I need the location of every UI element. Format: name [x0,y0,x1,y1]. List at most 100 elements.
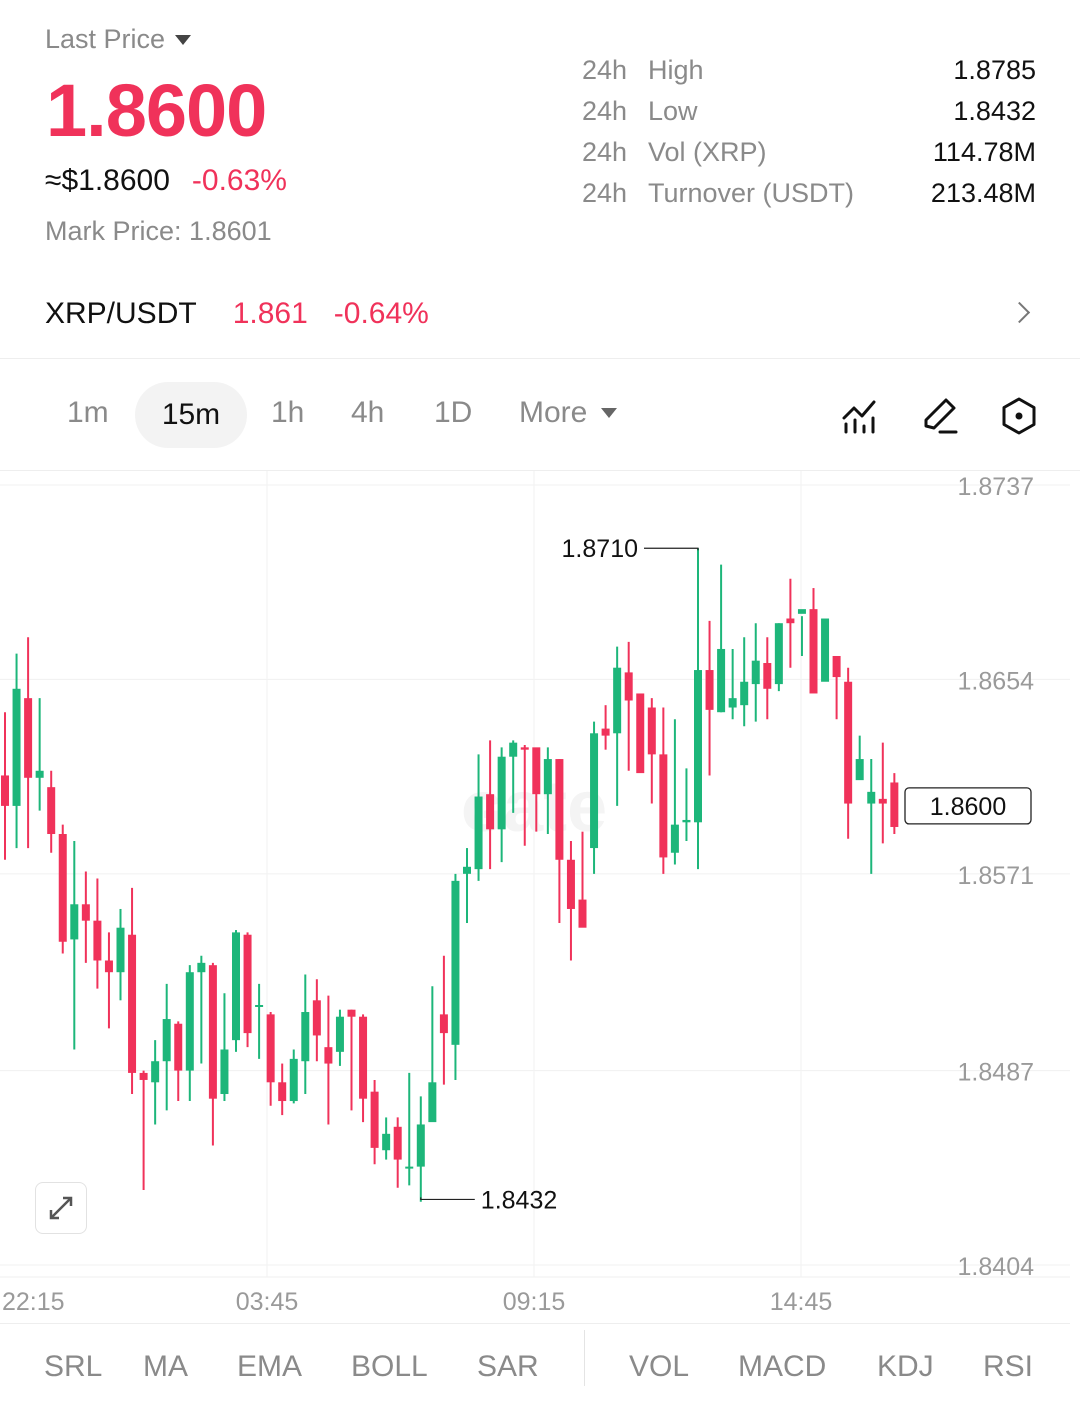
stat-value: 1.8432 [953,96,1036,126]
tab-1d[interactable]: 1D [434,396,473,429]
high-marker-line [644,547,699,551]
candle-body [774,623,783,685]
candle-body [486,794,495,830]
candle-body [855,759,864,781]
candle-body [162,1019,171,1062]
tab-1m[interactable]: 1m [67,396,109,429]
chart-indicator-icon[interactable] [840,396,880,436]
fullscreen-button[interactable] [35,1182,87,1234]
hexagon-settings-icon[interactable] [999,396,1039,436]
candle-body [497,756,506,830]
stat-label: Vol (XRP) [648,137,767,167]
low-marker-line [420,1197,475,1201]
pair-symbol: XRP/USDT [45,297,197,330]
x-tick-label: 22:15 [2,1288,65,1316]
candle-body [116,927,125,973]
indicator-kdj[interactable]: KDJ [877,1350,934,1383]
divider [0,358,1080,359]
y-tick-label: 1.8487 [958,1059,1034,1087]
candle-body [35,770,44,778]
candle-body [58,834,67,942]
candle-body [220,1049,229,1095]
usd-price: ≈$1.8600 [45,164,170,197]
candle-body [670,824,679,853]
last-price-selector[interactable]: Last Price [45,24,192,55]
candlestick-chart[interactable]: ɢate 1.87371.86541.85711.84871.840422:15… [0,471,1080,1323]
indicator-ema[interactable]: EMA [237,1350,303,1383]
stat-period: 24h [582,55,628,85]
candle-body [659,754,668,858]
y-tick-label: 1.8654 [958,667,1035,695]
tab-1h[interactable]: 1h [271,396,305,429]
candle-body [197,962,206,973]
candle-body [324,1047,333,1064]
candle-body [797,609,806,614]
indicator-sar[interactable]: SAR [477,1350,539,1383]
divider [0,1323,1070,1324]
tab-4h[interactable]: 4h [351,396,385,429]
x-tick-label: 03:45 [236,1288,299,1316]
mark-price-value: 1.8601 [189,216,272,246]
candle-body [717,648,726,713]
candle-body [867,791,876,804]
candle-body [405,1166,414,1169]
candle-body [266,1014,275,1083]
candle-body [47,787,56,835]
stat-value: 1.8785 [953,55,1036,85]
candle-body [93,920,102,961]
stat-period: 24h [582,137,628,167]
candle-body [301,1012,310,1062]
tab-15m[interactable]: 15m [135,382,247,448]
tab-more-label: More [519,396,588,429]
candle-body [740,681,749,706]
candle-body [555,759,564,860]
stat-value: 114.78M [932,137,1036,167]
caret-down-icon [175,34,192,45]
indicator-boll[interactable]: BOLL [351,1350,428,1383]
stat-24h-low: 24h Low 1.8432 [582,96,1036,127]
indicator-rsi[interactable]: RSI [983,1350,1034,1383]
expand-icon [49,1196,73,1220]
chevron-right-icon[interactable] [1008,301,1031,324]
stat-24h-volume: 24h Vol (XRP) 114.78M [582,137,1036,168]
candle-body [832,655,841,678]
pencil-icon[interactable] [920,396,960,436]
last-price-tag-label: 1.8600 [930,793,1006,821]
candle-body [439,1014,448,1034]
y-tick-label: 1.8571 [958,862,1034,890]
candle-body [24,698,33,778]
last-price-tag [904,787,1032,825]
candle-body [232,932,240,1041]
candle-body [139,1072,148,1080]
stat-label: High [648,55,704,85]
tab-more[interactable]: More [519,396,618,430]
candle-body [393,1126,402,1160]
low-marker-label: 1.8432 [481,1186,557,1214]
usd-price-row: ≈$1.8600 -0.63% [45,164,287,198]
candle-body [243,934,252,1034]
stat-value: 213.48M [930,178,1036,208]
candle-body [474,796,483,870]
candle-body [359,1016,368,1099]
indicator-vol[interactable]: VOL [629,1350,690,1383]
candle-body [578,899,587,928]
spot-pair-link[interactable]: XRP/USDT 1.861 -0.64% [45,297,429,331]
x-tick-label: 09:15 [503,1288,566,1316]
candle-body [786,618,795,624]
candle-body [890,782,899,827]
candle-body [532,747,541,795]
stat-label: Turnover (USDT) [648,178,855,208]
candle-body [751,660,760,685]
candle-body [104,960,113,973]
indicator-ma[interactable]: MA [143,1350,188,1383]
candle-body [151,1061,160,1083]
candle-body [81,904,90,921]
indicator-srl[interactable]: SRL [44,1350,103,1383]
candle-body [70,904,79,940]
candle-body [682,819,691,823]
candle-body [370,1091,379,1148]
indicator-macd[interactable]: MACD [738,1350,827,1383]
pair-price: 1.861 [232,297,308,330]
candle-body [728,698,737,708]
mark-price-label: Mark Price: [45,216,182,246]
